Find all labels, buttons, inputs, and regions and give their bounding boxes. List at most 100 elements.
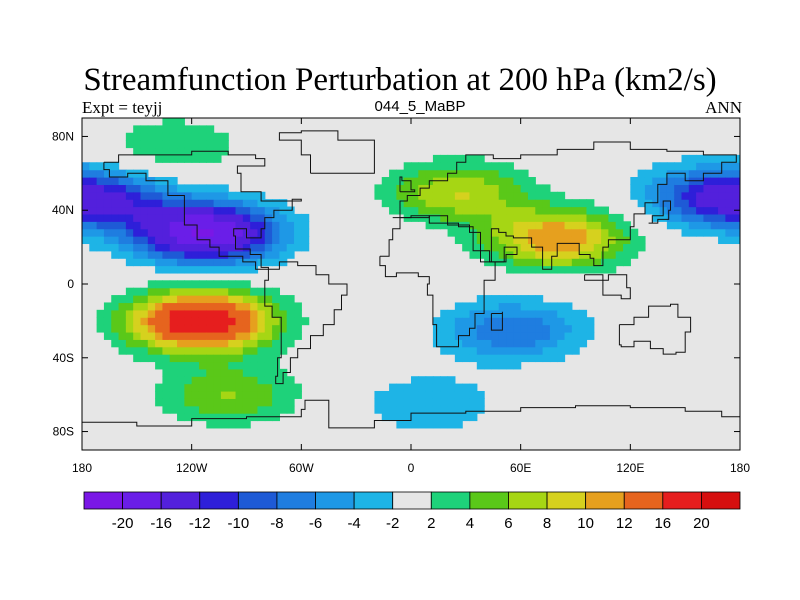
field-cell bbox=[147, 317, 156, 326]
field-cell bbox=[513, 295, 522, 304]
colorbar-label: -2 bbox=[386, 515, 399, 532]
field-cell bbox=[549, 258, 558, 267]
field-cell bbox=[718, 177, 726, 185]
field-cell bbox=[155, 184, 164, 193]
colorbar-label: -10 bbox=[228, 515, 250, 532]
field-cell bbox=[257, 376, 266, 385]
field-cell bbox=[264, 258, 273, 267]
field-cell bbox=[294, 383, 302, 392]
field-cell bbox=[264, 309, 273, 318]
field-cell bbox=[213, 383, 222, 392]
field-cell bbox=[286, 309, 295, 318]
field-cell bbox=[608, 221, 617, 230]
field-cell bbox=[220, 361, 229, 370]
field-cell bbox=[491, 250, 500, 259]
field-cell bbox=[571, 236, 580, 245]
field-cell bbox=[506, 221, 514, 230]
field-cell bbox=[535, 258, 544, 267]
field-cell bbox=[571, 243, 580, 252]
field-cell bbox=[513, 331, 522, 340]
field-cell bbox=[484, 309, 493, 318]
field-cell bbox=[111, 169, 120, 178]
field-cell bbox=[542, 199, 551, 208]
field-cell bbox=[535, 206, 544, 215]
field-cell bbox=[674, 191, 683, 200]
coastline bbox=[584, 274, 631, 300]
field-cell bbox=[111, 295, 120, 304]
field-cell bbox=[286, 213, 295, 222]
field-cell bbox=[601, 236, 609, 245]
field-cell bbox=[579, 339, 588, 348]
field-cell bbox=[242, 405, 251, 414]
field-cell bbox=[425, 398, 434, 407]
field-cell bbox=[96, 206, 105, 215]
field-cell bbox=[623, 243, 631, 252]
field-cell bbox=[425, 162, 434, 171]
field-cell bbox=[155, 354, 164, 363]
colorbar-box bbox=[701, 491, 741, 510]
field-cell bbox=[82, 213, 90, 222]
field-cell bbox=[272, 221, 280, 230]
field-cell bbox=[535, 228, 544, 237]
field-cell bbox=[535, 309, 544, 318]
field-cell bbox=[535, 346, 544, 355]
field-cell bbox=[177, 258, 185, 267]
colorbar-box bbox=[237, 491, 278, 510]
field-cell bbox=[228, 191, 237, 200]
field-cell bbox=[191, 154, 200, 163]
field-cell bbox=[250, 221, 259, 230]
field-cell bbox=[432, 376, 441, 385]
field-cell bbox=[294, 390, 302, 399]
field-cell bbox=[162, 368, 171, 377]
field-cell bbox=[513, 339, 522, 348]
field-cell bbox=[520, 228, 529, 237]
field-cell bbox=[169, 361, 178, 370]
field-cell bbox=[206, 413, 215, 422]
field-cell bbox=[652, 169, 661, 178]
field-cell bbox=[82, 177, 90, 185]
y-tick-label: 40N bbox=[52, 203, 74, 217]
field-cell bbox=[228, 339, 237, 348]
colorbar-label: 16 bbox=[654, 515, 671, 532]
field-cell bbox=[184, 339, 193, 348]
field-cell bbox=[432, 317, 441, 326]
field-cell bbox=[198, 295, 207, 304]
field-cell bbox=[250, 317, 259, 326]
field-cell bbox=[147, 309, 156, 318]
field-cell bbox=[432, 191, 441, 200]
field-cell bbox=[469, 213, 478, 222]
field-cell bbox=[440, 413, 449, 422]
field-cell bbox=[133, 184, 142, 193]
field-cell bbox=[462, 162, 471, 171]
field-cell bbox=[279, 295, 288, 304]
field-cell bbox=[476, 221, 485, 230]
field-cell bbox=[206, 265, 215, 274]
field-cell bbox=[681, 162, 690, 171]
field-cell bbox=[82, 228, 90, 237]
field-cell bbox=[235, 346, 244, 355]
field-cell bbox=[206, 280, 215, 289]
field-cell bbox=[491, 213, 500, 222]
field-cell bbox=[228, 413, 237, 422]
field-cell bbox=[491, 206, 500, 215]
field-cell bbox=[513, 199, 522, 208]
field-cell bbox=[89, 243, 98, 252]
field-cell bbox=[506, 162, 514, 171]
field-cell bbox=[125, 243, 134, 252]
field-cell bbox=[469, 162, 478, 171]
field-cell bbox=[133, 339, 142, 348]
field-cell bbox=[125, 346, 134, 355]
field-cell bbox=[198, 213, 207, 222]
field-cell bbox=[220, 213, 229, 222]
field-cell bbox=[235, 265, 244, 274]
field-cell bbox=[447, 339, 456, 348]
field-cell bbox=[140, 295, 149, 304]
field-cell bbox=[118, 309, 127, 318]
field-cell bbox=[242, 339, 251, 348]
field-cell bbox=[242, 390, 251, 399]
field-cell bbox=[213, 346, 222, 355]
field-cell bbox=[498, 243, 507, 252]
field-cell bbox=[96, 199, 105, 208]
field-cell bbox=[125, 177, 134, 185]
field-cell bbox=[688, 206, 697, 215]
